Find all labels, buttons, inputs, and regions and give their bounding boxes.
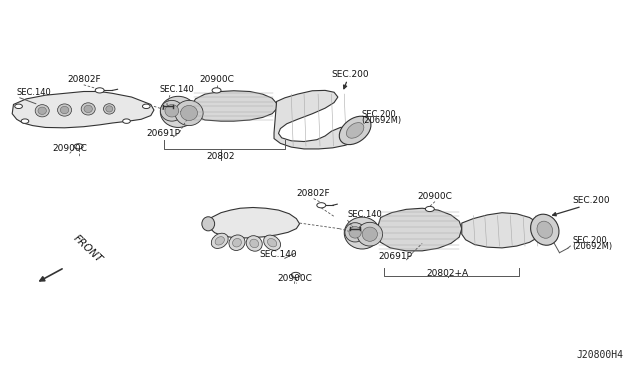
Ellipse shape	[38, 107, 47, 115]
Ellipse shape	[357, 222, 383, 246]
Text: (20692M): (20692M)	[572, 242, 612, 251]
Ellipse shape	[104, 104, 115, 114]
Ellipse shape	[81, 103, 95, 115]
Ellipse shape	[161, 100, 183, 121]
Ellipse shape	[349, 227, 361, 238]
Ellipse shape	[35, 105, 49, 117]
Text: 20802F: 20802F	[67, 75, 100, 84]
Circle shape	[15, 104, 22, 109]
Circle shape	[291, 272, 300, 278]
Polygon shape	[462, 213, 542, 248]
Ellipse shape	[268, 238, 276, 247]
Ellipse shape	[106, 106, 113, 112]
Text: SEC.140: SEC.140	[348, 210, 382, 219]
Ellipse shape	[84, 105, 92, 113]
Polygon shape	[209, 208, 300, 238]
Text: SEC.200: SEC.200	[572, 236, 607, 245]
Ellipse shape	[346, 123, 364, 138]
Text: 20900C: 20900C	[52, 144, 87, 153]
Circle shape	[74, 144, 83, 149]
Text: SEC.200: SEC.200	[332, 70, 369, 78]
Text: SEC.140: SEC.140	[159, 85, 194, 94]
Circle shape	[123, 119, 131, 124]
Text: 20802F: 20802F	[297, 189, 330, 198]
Ellipse shape	[246, 236, 262, 251]
Text: SEC.140: SEC.140	[17, 88, 51, 97]
Text: 20691P: 20691P	[378, 252, 412, 261]
Circle shape	[95, 88, 104, 93]
Ellipse shape	[362, 227, 378, 241]
Circle shape	[426, 206, 435, 212]
Ellipse shape	[537, 221, 552, 238]
Ellipse shape	[58, 104, 72, 116]
Ellipse shape	[232, 238, 241, 247]
Ellipse shape	[264, 235, 280, 250]
Ellipse shape	[345, 223, 365, 242]
Ellipse shape	[215, 237, 225, 245]
Text: 20900C: 20900C	[417, 192, 452, 201]
Ellipse shape	[161, 96, 196, 128]
Ellipse shape	[344, 217, 380, 249]
Text: J20800H4: J20800H4	[577, 350, 623, 360]
Text: SEC.200: SEC.200	[573, 196, 610, 205]
Circle shape	[212, 88, 221, 93]
Circle shape	[21, 119, 29, 124]
Text: 20691P: 20691P	[147, 129, 180, 138]
Text: (20692M): (20692M)	[362, 116, 402, 125]
Text: FRONT: FRONT	[71, 234, 104, 265]
Ellipse shape	[250, 239, 259, 248]
Text: 20900C: 20900C	[277, 274, 312, 283]
Text: 20802+A: 20802+A	[427, 269, 468, 278]
Circle shape	[317, 203, 326, 208]
Ellipse shape	[229, 235, 245, 250]
Text: SEC.140: SEC.140	[260, 250, 298, 259]
Ellipse shape	[202, 217, 214, 231]
Polygon shape	[191, 91, 276, 121]
Circle shape	[143, 104, 150, 109]
Ellipse shape	[339, 116, 371, 145]
Text: SEC.200: SEC.200	[362, 110, 396, 119]
Ellipse shape	[180, 105, 198, 121]
Ellipse shape	[175, 100, 203, 126]
Ellipse shape	[165, 105, 179, 117]
Ellipse shape	[60, 106, 68, 114]
Polygon shape	[376, 208, 462, 251]
Text: 20900C: 20900C	[199, 75, 234, 84]
Polygon shape	[12, 92, 154, 128]
Ellipse shape	[531, 214, 559, 245]
Text: 20802: 20802	[207, 152, 236, 161]
Polygon shape	[274, 90, 358, 149]
Ellipse shape	[211, 233, 228, 248]
